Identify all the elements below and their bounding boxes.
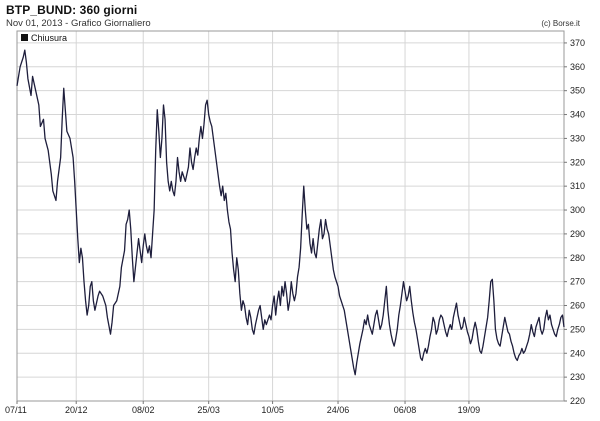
brand-label: (c) Borse.it bbox=[541, 19, 580, 28]
legend-swatch bbox=[21, 34, 28, 41]
legend-label: Chiusura bbox=[31, 33, 67, 43]
y-tick-label: 250 bbox=[570, 324, 585, 334]
y-tick-label: 240 bbox=[570, 348, 585, 358]
y-tick-label: 270 bbox=[570, 277, 585, 287]
grid-lines bbox=[16, 31, 564, 402]
legend: Chiusura bbox=[21, 33, 67, 43]
y-tick-label: 260 bbox=[570, 301, 585, 311]
y-tick-label: 290 bbox=[570, 229, 585, 239]
y-tick-label: 370 bbox=[570, 38, 585, 48]
chart-subtitle: Nov 01, 2013 - Grafico Giornaliero bbox=[6, 18, 151, 29]
y-tick-label: 230 bbox=[570, 372, 585, 382]
x-tick-label: 24/06 bbox=[327, 405, 350, 415]
x-tick-label: 08/02 bbox=[132, 405, 155, 415]
y-tick-label: 300 bbox=[570, 205, 585, 215]
x-tick-label: 10/05 bbox=[261, 405, 284, 415]
x-tick-label: 06/08 bbox=[394, 405, 417, 415]
x-axis-ticks: 07/11 20/12 08/02 25/03 10/05 24/06 06/08 19/09 bbox=[5, 401, 480, 415]
y-axis-ticks: 220 230 240 250 260 270 280 290 300 310 320 330 340 3… bbox=[564, 38, 585, 406]
y-tick-label: 320 bbox=[570, 157, 585, 167]
x-tick-label: 07/11 bbox=[5, 405, 27, 415]
x-tick-label: 25/03 bbox=[197, 405, 220, 415]
y-tick-label: 310 bbox=[570, 181, 585, 191]
y-tick-label: 340 bbox=[570, 110, 585, 120]
y-tick-label: 280 bbox=[570, 253, 585, 263]
chart-title: BTP_BUND: 360 giorni bbox=[6, 3, 138, 17]
x-tick-label: 20/12 bbox=[65, 405, 88, 415]
plot-frame bbox=[16, 30, 565, 402]
y-tick-label: 220 bbox=[570, 396, 585, 406]
series-line-chiusura bbox=[16, 49, 565, 376]
y-tick-label: 350 bbox=[570, 86, 585, 96]
y-tick-label: 360 bbox=[570, 62, 585, 72]
x-tick-label: 19/09 bbox=[458, 405, 481, 415]
y-tick-label: 330 bbox=[570, 133, 585, 143]
